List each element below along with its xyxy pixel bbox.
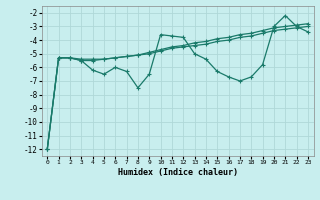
X-axis label: Humidex (Indice chaleur): Humidex (Indice chaleur)	[118, 168, 237, 177]
